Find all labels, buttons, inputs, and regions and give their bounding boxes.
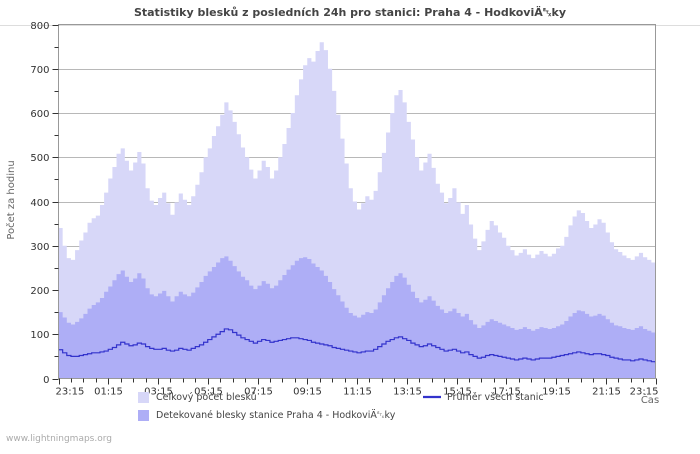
- legend-label: Celkový počet blesků: [156, 392, 257, 403]
- x-axis-label: Čas: [641, 393, 659, 406]
- y-tick-label-100: 100: [30, 330, 49, 341]
- y-tick-label-400: 400: [30, 198, 49, 209]
- x-tick-label-2: 03:15: [144, 387, 173, 398]
- x-tick-label-4: 07:15: [244, 387, 273, 398]
- legend-item-station[interactable]: Detekované blesky stanice Praha 4 - Hodk…: [138, 410, 396, 421]
- x-tick-label-10: 19:15: [542, 387, 571, 398]
- footer-site-label: www.lightningmaps.org: [6, 434, 112, 444]
- y-tick-label-800: 800: [30, 21, 49, 32]
- y-axis-label: Počet za hodinu: [5, 160, 17, 239]
- y-tick-label-500: 500: [30, 153, 49, 164]
- x-tick-label-8: 15:15: [443, 387, 472, 398]
- x-tick-label-1: 01:15: [94, 387, 123, 398]
- y-tick-label-700: 700: [30, 65, 49, 76]
- legend-label: Detekované blesky stanice Praha 4 - Hodk…: [156, 410, 396, 421]
- area-series-station: [58, 256, 656, 379]
- x-tick-label-12: 23:15: [630, 387, 659, 398]
- x-tick-label-3: 05:15: [194, 387, 223, 398]
- line-series-average: [58, 328, 656, 364]
- x-tick-label-11: 21:15: [592, 387, 621, 398]
- x-tick-label-5: 09:15: [293, 387, 322, 398]
- y-tick-label-200: 200: [30, 286, 49, 297]
- series-average-line: [58, 328, 656, 364]
- legend-item-total[interactable]: Celkový počet blesků: [138, 392, 257, 403]
- page-title: Statistiky blesků z posledních 24h pro s…: [134, 5, 566, 19]
- legend-label: Průměr všech stanic: [447, 392, 544, 403]
- x-tick-label-0: 23:15: [56, 387, 85, 398]
- y-tick-label-0: 0: [43, 375, 49, 386]
- x-tick-label-7: 13:15: [393, 387, 422, 398]
- x-axis-ticks: 23:15 01:15 03:15 05:15 07:15 09:15 11:15 13:15…: [56, 378, 659, 398]
- y-axis-ticks: 0 100 200 300 400 500 600 700 800: [30, 21, 59, 386]
- y-tick-label-300: 300: [30, 242, 49, 253]
- legend-swatch-icon: [138, 392, 149, 403]
- series-areas: [58, 42, 656, 379]
- legend-swatch-icon: [138, 410, 149, 421]
- x-tick-label-6: 11:15: [343, 387, 372, 398]
- y-tick-label-600: 600: [30, 109, 49, 120]
- legend-item-average[interactable]: Průměr všech stanic: [423, 392, 544, 403]
- chart-legend: Celkový počet blesků Průměr všech stanic D…: [138, 392, 544, 421]
- x-tick-label-9: 17:15: [492, 387, 521, 398]
